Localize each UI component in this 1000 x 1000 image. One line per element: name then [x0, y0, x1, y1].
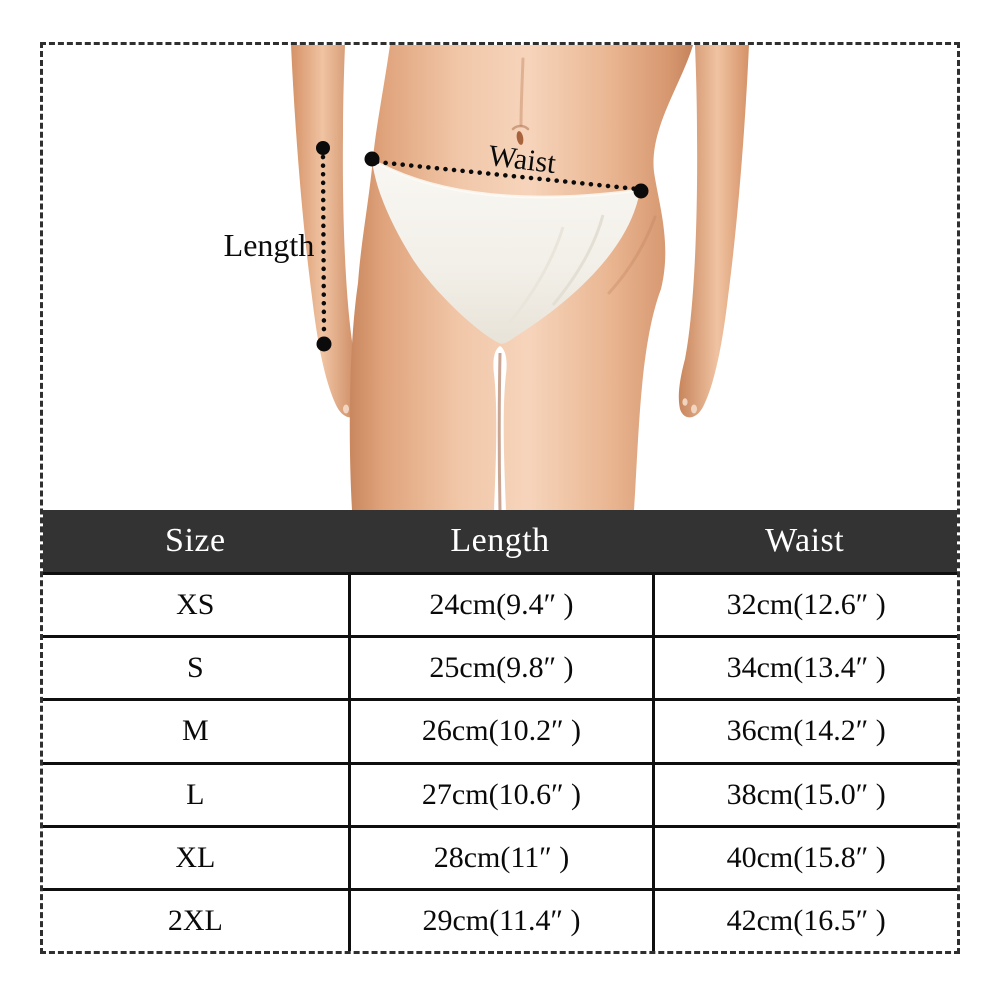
cell-waist: 38cm(15.0″ ): [652, 764, 957, 825]
model-right-arm: [678, 45, 749, 418]
waist-endpoint-dot-right: [633, 183, 649, 199]
header-cell-waist: Waist: [765, 522, 845, 559]
navel-crease: [511, 124, 530, 131]
table-row-s: S 25cm(9.8″ ) 34cm(13.4″ ): [43, 635, 957, 699]
size-table-header: Size Length Waist: [43, 510, 957, 572]
fingernail: [682, 398, 688, 406]
cell-length: 29cm(11.4″ ): [347, 890, 653, 952]
underwear-fold: [507, 226, 565, 324]
header-cell-length: Length: [450, 522, 550, 559]
length-endpoint-dot-bottom: [316, 336, 332, 352]
cell-waist: 32cm(12.6″ ): [652, 575, 957, 636]
inner-thigh-seam: [497, 352, 502, 510]
cell-length: 27cm(10.6″ ): [347, 764, 653, 825]
table-row-xl: XL 28cm(11″ ) 40cm(15.8″ ): [43, 824, 957, 888]
abdomen-midline: [519, 57, 525, 127]
cell-size: M: [181, 714, 209, 748]
model-photo: Length Waist: [43, 45, 957, 510]
cell-length: 25cm(9.8″ ): [347, 638, 653, 699]
cell-length: 24cm(9.4″ ): [347, 575, 653, 636]
size-chart-frame: Length Waist Size Length Waist XS 24cm(9…: [40, 42, 960, 954]
table-row-xs: XS 24cm(9.4″ ) 32cm(12.6″ ): [43, 572, 957, 636]
cell-size: 2XL: [167, 903, 223, 937]
cell-length: 28cm(11″ ): [347, 827, 653, 888]
fingernail: [691, 404, 697, 414]
cell-size: XS: [176, 588, 215, 622]
underwear: [372, 160, 640, 344]
model-illustration: Length Waist: [224, 45, 749, 510]
length-label: Length: [224, 227, 315, 263]
waist-measure-line: [374, 159, 640, 192]
cell-size: XL: [175, 840, 216, 874]
table-row-2xl: 2XL 29cm(11.4″ ) 42cm(16.5″ ): [43, 887, 957, 952]
underwear-waistband-highlight: [371, 158, 641, 199]
table-row-m: M 26cm(10.2″ ) 36cm(14.2″ ): [43, 698, 957, 762]
size-table: Size Length Waist XS 24cm(9.4″ ) 32cm(12…: [43, 510, 957, 952]
header-cell-size: Size: [165, 522, 226, 559]
underwear-fold: [551, 214, 605, 306]
cell-waist: 36cm(14.2″ ): [652, 701, 957, 762]
fingernail: [343, 404, 349, 414]
cell-size: L: [186, 777, 205, 811]
model-left-arm: [291, 45, 362, 418]
navel: [516, 131, 524, 145]
table-row-l: L 27cm(10.6″ ) 38cm(15.0″ ): [43, 761, 957, 825]
cell-size: S: [186, 651, 204, 685]
hip-crease: [607, 215, 657, 295]
length-endpoint-dot-top: [316, 141, 330, 155]
cell-waist: 34cm(13.4″ ): [652, 638, 957, 699]
cell-waist: 42cm(16.5″ ): [652, 890, 957, 952]
waist-endpoint-dot-left: [364, 151, 380, 167]
cell-length: 26cm(10.2″ ): [347, 701, 653, 762]
cell-waist: 40cm(15.8″ ): [652, 827, 957, 888]
